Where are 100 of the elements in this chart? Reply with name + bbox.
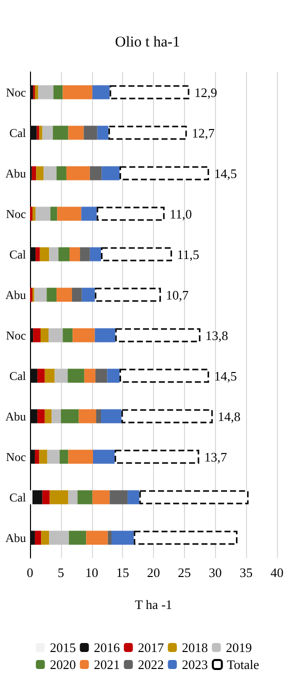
bar — [36, 126, 40, 140]
bar — [40, 247, 50, 262]
bar — [94, 288, 161, 302]
bar — [72, 288, 82, 302]
bar — [34, 450, 40, 464]
bar — [39, 450, 48, 464]
bar — [68, 490, 78, 504]
bar — [30, 409, 38, 424]
bar — [50, 490, 68, 504]
bar — [62, 85, 92, 100]
y-tick-label: Cal — [9, 490, 27, 504]
data-label: 14,5 — [214, 368, 237, 384]
bar — [62, 328, 73, 342]
bar — [68, 126, 84, 140]
bar — [95, 368, 108, 383]
bar — [81, 206, 97, 221]
bar — [101, 247, 172, 262]
bar — [30, 247, 36, 262]
x-tick-label: 25 — [178, 565, 191, 580]
bar — [112, 530, 134, 545]
bar — [68, 368, 84, 383]
x-tick-label: 0 — [26, 565, 34, 580]
bar — [34, 530, 42, 545]
y-tick-label: Noc — [6, 328, 26, 342]
bar — [52, 409, 61, 424]
bar — [128, 490, 140, 504]
bar — [78, 409, 96, 424]
bar — [70, 247, 80, 262]
legend-label: 2018 — [182, 640, 208, 655]
y-tick-label: Cal — [9, 368, 27, 383]
bar — [92, 85, 110, 100]
data-label: 14,5 — [214, 166, 237, 181]
bar — [49, 530, 69, 545]
bar — [90, 166, 102, 180]
bar — [60, 409, 79, 424]
bar — [36, 247, 40, 262]
bar — [48, 328, 63, 342]
bar — [72, 328, 95, 342]
bar — [37, 368, 45, 383]
bar — [78, 490, 92, 504]
data-label: 13,7 — [204, 449, 228, 464]
bar — [58, 247, 70, 262]
legend-label: 2020 — [50, 657, 76, 672]
legend-label: 2015 — [50, 640, 76, 655]
y-tick-label: Cal — [9, 126, 27, 140]
bar — [56, 288, 72, 302]
y-tick-label: Noc — [6, 450, 26, 464]
bar — [82, 288, 95, 302]
bar — [34, 288, 47, 302]
x-tick-label: 40 — [270, 565, 284, 580]
data-label: 12,7 — [192, 125, 216, 140]
x-axis-title: T ha -1 — [134, 597, 172, 612]
bar — [92, 490, 110, 504]
bar — [114, 450, 200, 464]
bar — [30, 85, 34, 100]
bar — [38, 85, 54, 100]
x-tick-label: 15 — [116, 565, 130, 580]
bar — [49, 247, 58, 262]
legend-label: 2017 — [138, 640, 164, 655]
bar — [47, 450, 60, 464]
bar — [30, 450, 35, 464]
bar — [90, 247, 102, 262]
bar — [101, 409, 122, 424]
bar — [80, 247, 90, 262]
bar — [108, 530, 112, 545]
data-label: 14,8 — [218, 408, 241, 424]
data-label: 11,5 — [177, 246, 200, 262]
bar — [60, 450, 68, 464]
bar — [66, 166, 90, 180]
bar — [32, 206, 36, 221]
bar — [134, 530, 238, 545]
bar — [53, 85, 63, 100]
bar — [40, 328, 49, 342]
bar — [68, 450, 93, 464]
legend-label: 2023 — [182, 657, 208, 672]
bar — [57, 206, 82, 221]
bar — [30, 530, 35, 545]
bar — [41, 530, 50, 545]
bar — [120, 368, 210, 383]
bar — [44, 409, 52, 424]
x-tick-label: 35 — [240, 565, 253, 580]
bar — [96, 206, 165, 221]
legend-label: 2022 — [138, 657, 164, 672]
x-tick-label: 5 — [58, 565, 64, 580]
bar — [50, 206, 58, 221]
bar — [33, 328, 40, 342]
bar — [102, 166, 120, 180]
x-tick-label: 10 — [85, 565, 98, 580]
y-tick-label: Abu — [5, 409, 26, 424]
legend-label: 2016 — [94, 640, 120, 655]
bar — [44, 166, 57, 180]
bar — [42, 126, 53, 140]
y-tick-label: Noc — [6, 85, 26, 100]
bar — [52, 126, 68, 140]
bar — [46, 288, 57, 302]
bar — [108, 126, 187, 140]
bar — [84, 126, 98, 140]
data-label: 11,0 — [170, 206, 192, 222]
bar — [86, 530, 108, 545]
bar — [110, 85, 190, 100]
